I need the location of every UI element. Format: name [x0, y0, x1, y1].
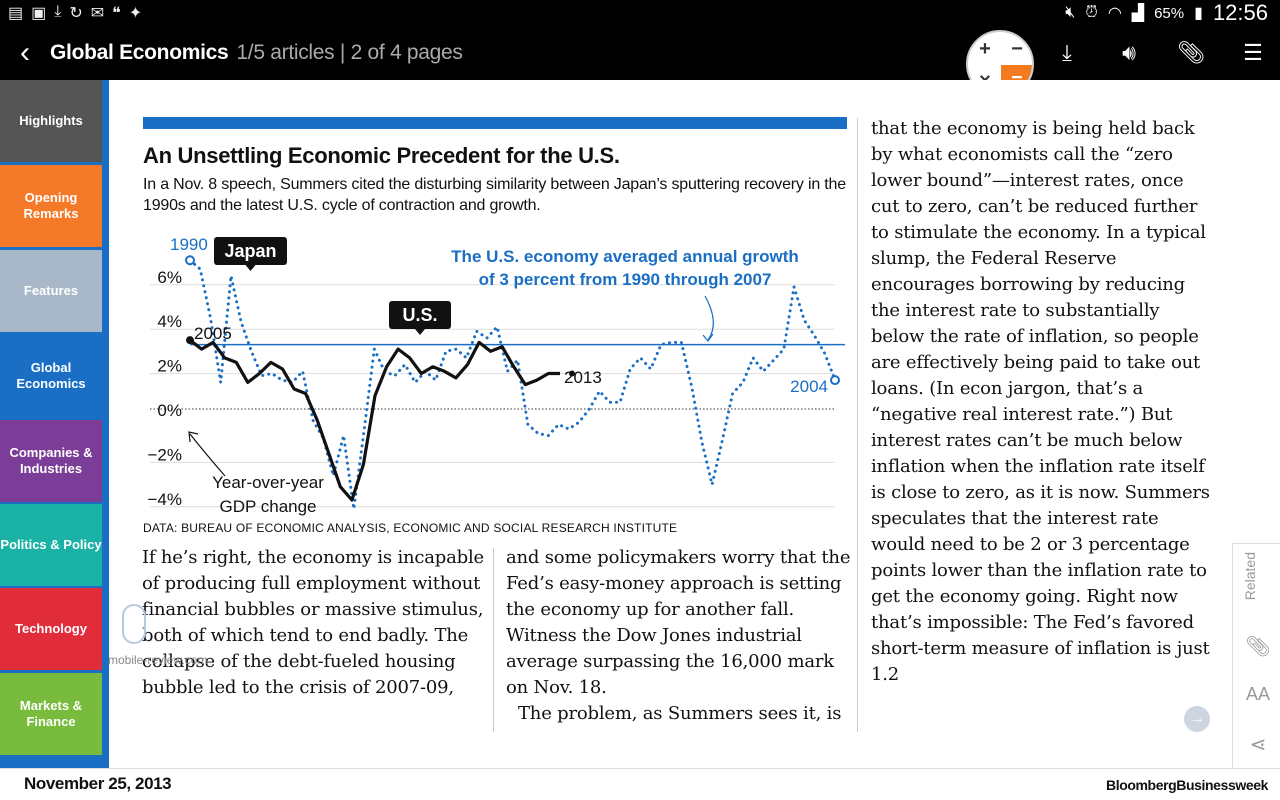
sidebar-item-companies-industries[interactable]: Companies & Industries [0, 420, 102, 502]
side-tools-panel [1232, 543, 1280, 768]
app-actions: ⤓ 🔊︎ 📎︎ ☰ [1036, 26, 1280, 80]
battery-percent: 65% [1154, 4, 1185, 22]
attach-icon[interactable]: 📎︎ [1245, 636, 1271, 658]
annotation-arrow [704, 295, 714, 341]
y-tick-label: 6% [157, 268, 182, 287]
watermark-text: mobile-review.com [108, 653, 208, 667]
column-divider [857, 118, 858, 732]
us-callout: U.S. [402, 305, 437, 325]
mute-icon: 🔇︎ [1065, 4, 1076, 21]
column-2-paragraph-1: and some policymakers worry that the Fed… [506, 547, 851, 698]
bottom-bar [0, 768, 1280, 800]
chart-source: DATA: BUREAU OF ECONOMIC ANALYSIS, ECONO… [143, 521, 678, 535]
y-tick-label: 0% [157, 401, 182, 420]
section-sidebar: Highlights Opening Remarks Features Glob… [0, 80, 109, 768]
article-pager: 1/5 articles | 2 of 4 pages [236, 41, 463, 64]
sidebar-item-global-economics[interactable]: Global Economics [0, 335, 102, 417]
section-title: Global Economics [50, 41, 229, 64]
us-series-line [189, 338, 560, 502]
download-icon[interactable]: ⤓ [1062, 40, 1072, 65]
clock: 12:56 [1212, 0, 1268, 25]
us-callout-pointer [415, 329, 425, 335]
brand-logo: BloombergBusinessweek [1106, 777, 1268, 793]
alarm-icon: ⏰︎ [1085, 4, 1098, 21]
sync-icon: ↻ [69, 5, 83, 22]
chart-accent-bar [143, 117, 847, 129]
gdp-line-chart: 6% 4% 2% 0% −2% −4% The U.S. economy averaged … [148, 235, 845, 516]
twitter-icon: ✦ [128, 5, 143, 22]
y-axis-label-arrowhead [188, 431, 199, 443]
hangouts-icon: ❝ [112, 5, 121, 22]
share-icon[interactable]: ⋖ [1249, 734, 1267, 756]
sidebar-item-highlights[interactable]: Highlights [0, 80, 102, 162]
annotation-text: of 3 percent from 1990 through 2007 [479, 270, 772, 289]
annotation-arrowhead [702, 333, 714, 342]
y-tick-label: 4% [157, 312, 182, 331]
japan-callout-pointer [245, 265, 256, 271]
column-divider [493, 548, 494, 732]
y-axis-label: GDP change [219, 497, 316, 516]
notes-icon: ▤ [8, 5, 24, 22]
japan-end-label: 2004 [790, 377, 828, 396]
watermark-logo [122, 604, 146, 644]
sidebar-item-opening-remarks[interactable]: Opening Remarks [0, 165, 102, 247]
japan-start-point [185, 255, 195, 266]
annotation-text: The U.S. economy averaged annual growth [451, 247, 799, 266]
battery-icon: ▮ [1194, 5, 1203, 22]
japan-callout-box [214, 237, 287, 265]
related-tab[interactable]: Related [1242, 552, 1258, 601]
y-tick-label: −4% [148, 490, 183, 509]
plus-key: + [979, 37, 991, 60]
download-icon: ⤓ [54, 3, 62, 20]
audio-icon[interactable]: 🔊︎ [1122, 40, 1136, 65]
y-tick-label: −2% [148, 445, 183, 464]
sidebar-item-features[interactable]: Features [0, 250, 102, 332]
status-bar: ▤ ▣ ⤓ ↻ ✉ ❝ ✦ 🔇︎ ⏰︎ ◠ ▟ 65% ▮ 12:56 [0, 0, 1280, 26]
attach-icon[interactable]: 📎︎ [1177, 40, 1205, 65]
chart-subtitle: In a Nov. 8 speech, Summers cited the di… [143, 176, 846, 214]
article-column-2: and some policymakers worry that the Fed… [506, 545, 851, 727]
font-size-icon[interactable]: AA [1245, 684, 1270, 704]
minus-key: − [1011, 37, 1023, 60]
column-2-paragraph-2: The problem, as Summers sees it, is [518, 703, 842, 724]
japan-end-point [830, 375, 840, 386]
sidebar-item-markets-finance[interactable]: Markets & Finance [0, 673, 102, 755]
signal-icon: ▟ [1131, 5, 1145, 22]
sidebar-item-politics-policy[interactable]: Politics & Policy [0, 504, 102, 586]
japan-callout: Japan [224, 241, 276, 261]
us-callout-box [389, 301, 451, 329]
us-end-point [569, 370, 575, 377]
japan-series-line [188, 258, 837, 510]
us-start-label: 2005 [194, 324, 232, 343]
us-end-label: 2013 [564, 368, 602, 387]
back-icon[interactable]: ‹ [20, 36, 30, 69]
gmail-icon: ✉ [90, 5, 105, 22]
japan-start-label: 1990 [170, 235, 208, 254]
y-axis-label-arrow [189, 433, 226, 477]
wifi-icon: ◠ [1107, 5, 1122, 22]
article-column-3: that the economy is being held back by w… [871, 118, 1210, 685]
sidebar-item-technology[interactable]: Technology [0, 588, 102, 670]
gallery-icon: ▣ [31, 5, 47, 22]
issue-date: November 25, 2013 [24, 774, 172, 793]
article-page [109, 80, 1280, 768]
app-bar: ‹ Global Economics 1/5 articles | 2 of 4… [0, 26, 1280, 80]
chart-title: An Unsettling Economic Precedent for the… [143, 143, 620, 168]
y-tick-label: 2% [157, 357, 182, 376]
next-page-icon[interactable]: → [1184, 706, 1210, 732]
y-axis-label: Year-over-year [212, 473, 324, 492]
us-start-point [186, 336, 194, 345]
sections-icon[interactable]: ☰ [1243, 40, 1263, 65]
article-column-1: If he’s right, the economy is incapable … [142, 547, 484, 698]
